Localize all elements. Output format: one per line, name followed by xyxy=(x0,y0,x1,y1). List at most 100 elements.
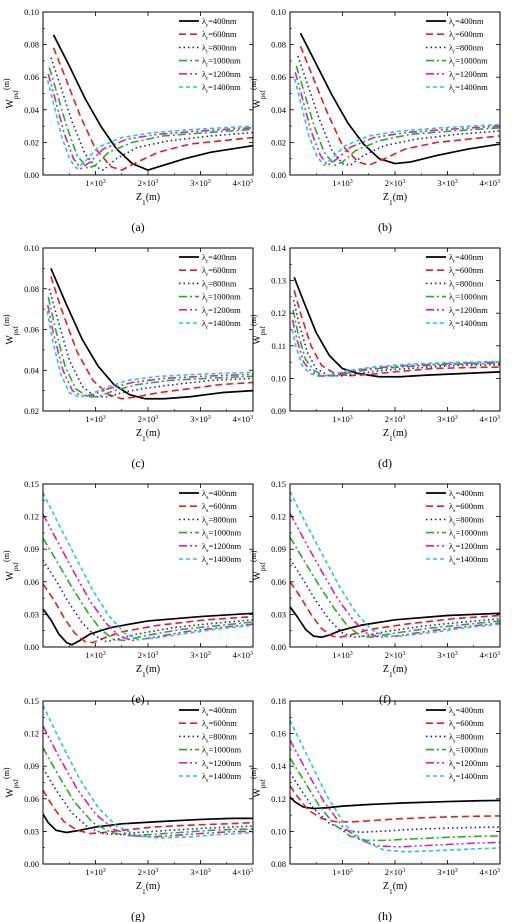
x-tick-label: 4×103 xyxy=(232,414,253,424)
legend-entry: λr=1200nm xyxy=(449,69,488,82)
y-tick-label: 0.00 xyxy=(24,859,39,869)
x-tick-label: 3×103 xyxy=(190,178,211,188)
series-line-6 xyxy=(291,329,500,378)
legend-entry: λs=1400nm xyxy=(449,554,488,567)
x-tick-label: 2×103 xyxy=(385,650,406,660)
y-tick-label: 0.03 xyxy=(24,609,39,619)
legend-entry: λs=400nm xyxy=(202,488,237,501)
series-line-4 xyxy=(48,67,253,170)
legend-entry: λr=1400nm xyxy=(449,82,488,95)
y-tick-label: 0.14 xyxy=(271,243,287,253)
y-tick-label: 0.06 xyxy=(24,577,39,587)
series-line-6 xyxy=(290,491,500,637)
legend-entry: λs=1200nm xyxy=(202,758,241,771)
y-tick-label: 0.10 xyxy=(24,243,39,253)
legend-entry: λr=800nm xyxy=(202,42,237,55)
legend-entry: λs=1200nm xyxy=(449,541,488,554)
panel-label: (b) xyxy=(378,220,392,234)
panel-label: (e) xyxy=(131,692,144,706)
panel-label: (c) xyxy=(131,456,144,470)
series-line-5 xyxy=(291,319,500,377)
y-tick-label: 0.14 xyxy=(271,761,287,771)
y-axis-label: Wpsf(m) xyxy=(2,767,20,798)
y-axis-label: Wpsf(m) xyxy=(249,78,267,109)
x-tick-label: 4×103 xyxy=(232,178,253,188)
series-line-3 xyxy=(50,57,253,171)
series-line-6 xyxy=(43,492,253,641)
x-tick-label: 4×103 xyxy=(479,414,500,424)
legend-entry: λs=1200nm xyxy=(449,758,488,771)
chart-panel-g: 0.00 0.03 0.06 0.09 0.12 0.15 1×103 2×103 3×103 4… xyxy=(2,696,254,922)
y-tick-label: 0.06 xyxy=(24,325,39,335)
series-line-5 xyxy=(290,512,500,639)
series-line-1 xyxy=(290,796,500,810)
y-tick-label: 0.00 xyxy=(24,170,39,180)
legend-entry: λs=600nm xyxy=(202,501,237,514)
series-line-1 xyxy=(299,32,500,165)
y-tick-label: 0.15 xyxy=(271,479,286,489)
chart-panel-d: 0.09 0.10 0.11 0.12 0.13 0.14 1×103 2×103 3×103 4… xyxy=(249,243,501,470)
series-line-3 xyxy=(43,559,253,643)
legend-entry: λs=400nm xyxy=(449,705,484,718)
y-tick-label: 0.08 xyxy=(24,284,39,294)
y-tick-label: 0.10 xyxy=(24,7,39,17)
y-tick-label: 0.13 xyxy=(271,276,286,286)
series-line-2 xyxy=(43,583,253,644)
y-tick-label: 0.15 xyxy=(24,696,39,706)
y-tick-label: 0.03 xyxy=(271,609,286,619)
y-tick-label: 0.10 xyxy=(271,826,286,836)
series-line-3 xyxy=(290,772,500,834)
legend-entry: λr=800nm xyxy=(202,278,237,291)
y-tick-label: 0.00 xyxy=(271,642,286,652)
y-tick-label: 0.12 xyxy=(24,512,39,522)
x-axis-label: Z1(m) xyxy=(136,192,160,207)
chart-panel-e: 0.00 0.03 0.06 0.09 0.12 0.15 1×103 2×103 3×103 4… xyxy=(2,479,254,706)
y-tick-label: 0.10 xyxy=(271,373,286,383)
x-tick-label: 2×103 xyxy=(138,867,159,877)
x-tick-label: 1×103 xyxy=(85,650,106,660)
y-tick-label: 0.09 xyxy=(271,406,286,416)
y-tick-label: 0.09 xyxy=(271,544,286,554)
y-tick-label: 0.08 xyxy=(24,40,39,50)
x-tick-label: 3×103 xyxy=(190,650,211,660)
panel-label: (a) xyxy=(131,220,144,234)
x-axis-label: Z1(m) xyxy=(383,428,407,443)
x-tick-label: 4×103 xyxy=(479,650,500,660)
x-tick-label: 2×103 xyxy=(385,178,406,188)
y-tick-label: 0.12 xyxy=(271,308,286,318)
series-line-3 xyxy=(43,767,253,836)
legend-entry: λr=600nm xyxy=(449,29,484,42)
x-tick-label: 4×103 xyxy=(479,867,500,877)
legend-entry: λs=600nm xyxy=(449,718,484,731)
series-line-2 xyxy=(293,290,500,377)
y-tick-label: 0.18 xyxy=(271,696,286,706)
y-axis-label: Wpsf(m) xyxy=(2,314,20,345)
series-line-6 xyxy=(46,80,253,170)
legend-entry: λr=1400nm xyxy=(202,318,241,331)
y-tick-label: 0.06 xyxy=(24,794,39,804)
series-line-2 xyxy=(290,581,500,639)
x-tick-label: 1×103 xyxy=(332,867,353,877)
legend-entry: λr=1400nm xyxy=(202,82,241,95)
legend-entry: λr=800nm xyxy=(449,42,484,55)
y-tick-label: 0.04 xyxy=(24,105,40,115)
chart-panel-b: 0.00 0.02 0.04 0.06 0.08 0.10 1×103 2×103 3×103 4… xyxy=(249,7,501,234)
y-tick-label: 0.02 xyxy=(271,137,286,147)
y-tick-label: 0.08 xyxy=(271,859,286,869)
series-line-6 xyxy=(46,311,253,398)
y-axis-label: Wpsf(m) xyxy=(2,78,20,109)
series-line-5 xyxy=(290,739,500,848)
legend-entry: λs=1200nm xyxy=(202,541,241,554)
chart-panel-a: 0.00 0.02 0.04 0.06 0.08 0.10 1×103 2×103 3×103 4… xyxy=(2,7,254,234)
y-axis-label: Wpsf(m) xyxy=(249,314,267,345)
x-tick-label: 3×103 xyxy=(190,414,211,424)
legend-entry: λr=400nm xyxy=(202,16,237,29)
legend-entry: λs=1000nm xyxy=(202,528,241,541)
legend-entry: λr=400nm xyxy=(449,252,484,265)
y-tick-label: 0.06 xyxy=(24,72,39,82)
series-line-2 xyxy=(50,276,253,400)
x-tick-label: 2×103 xyxy=(385,414,406,424)
series-line-3 xyxy=(48,288,253,398)
legend-entry: λr=1200nm xyxy=(449,305,488,318)
